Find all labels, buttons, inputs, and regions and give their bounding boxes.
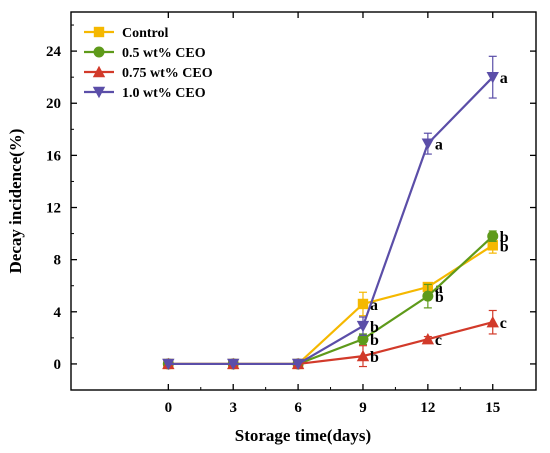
x-tick-label: 6 bbox=[294, 400, 302, 416]
series-3: baa bbox=[162, 55, 508, 371]
legend-swatch-marker bbox=[93, 46, 105, 58]
data-point bbox=[357, 298, 369, 310]
y-tick-label: 4 bbox=[54, 305, 62, 321]
data-point bbox=[356, 320, 370, 333]
legend-item: 1.0 wt% CEO bbox=[84, 86, 206, 101]
legend-label: 0.5 wt% CEO bbox=[122, 46, 206, 61]
legend-label: 1.0 wt% CEO bbox=[122, 86, 206, 101]
x-tick-label: 3 bbox=[229, 400, 237, 416]
y-tick-label: 20 bbox=[46, 96, 61, 112]
legend-label: 0.75 wt% CEO bbox=[122, 66, 213, 81]
legend-swatch-marker bbox=[92, 65, 106, 78]
data-point bbox=[422, 290, 434, 302]
y-tick-label: 0 bbox=[54, 357, 62, 373]
x-tick-label: 15 bbox=[485, 400, 500, 416]
legend-item: Control bbox=[84, 26, 169, 41]
plot-frame bbox=[70, 11, 537, 391]
legend-item: 0.75 wt% CEO bbox=[84, 65, 213, 81]
significance-label: a bbox=[435, 280, 443, 297]
data-point bbox=[487, 230, 499, 242]
y-axis-ticks: 0 4 8 12 16 20 24 bbox=[46, 24, 536, 391]
significance-label: c bbox=[435, 332, 442, 349]
data-point bbox=[486, 316, 499, 328]
significance-label: a bbox=[435, 137, 443, 154]
legend: Control 0.5 wt% CEO 0.75 wt% CEO 1.0 wt% CE… bbox=[84, 26, 213, 101]
data-point bbox=[356, 349, 370, 362]
data-point bbox=[227, 358, 240, 371]
x-axis-label: Storage time(days) bbox=[235, 426, 371, 445]
x-tick-label: 9 bbox=[359, 400, 367, 416]
significance-label: b bbox=[370, 332, 379, 349]
significance-label: b bbox=[500, 229, 509, 246]
series-line bbox=[168, 76, 494, 366]
series-1: bbb bbox=[162, 229, 509, 370]
significance-label: a bbox=[500, 70, 508, 87]
x-tick-label: 12 bbox=[420, 400, 435, 416]
significance-label: c bbox=[500, 315, 507, 332]
data-point bbox=[487, 240, 498, 251]
x-tick-label: 0 bbox=[165, 400, 173, 416]
y-tick-label: 24 bbox=[46, 44, 62, 60]
y-axis-label: Decay incidence(%) bbox=[6, 129, 25, 274]
significance-label: a bbox=[370, 297, 378, 314]
series-2: b c c bbox=[162, 309, 507, 370]
data-point bbox=[291, 358, 305, 371]
significance-label: b bbox=[370, 319, 379, 336]
data-point bbox=[421, 138, 435, 150]
significance-label: b bbox=[500, 238, 509, 255]
significance-label: b bbox=[370, 349, 379, 366]
y-tick-label: 16 bbox=[46, 148, 62, 164]
y-tick-label: 12 bbox=[46, 201, 61, 217]
legend-swatch-marker bbox=[92, 86, 106, 99]
legend-label: Control bbox=[122, 26, 169, 41]
data-point bbox=[421, 332, 435, 345]
x-axis-ticks: 0 3 6 9 12 15 bbox=[165, 12, 500, 416]
legend-swatch-marker bbox=[93, 26, 105, 38]
series-line bbox=[168, 321, 494, 366]
legend-item: 0.5 wt% CEO bbox=[84, 46, 206, 61]
data-point bbox=[162, 358, 175, 371]
data-point bbox=[486, 71, 499, 84]
y-tick-label: 8 bbox=[54, 253, 62, 269]
significance-label: b bbox=[435, 289, 444, 306]
data-point bbox=[357, 333, 369, 345]
